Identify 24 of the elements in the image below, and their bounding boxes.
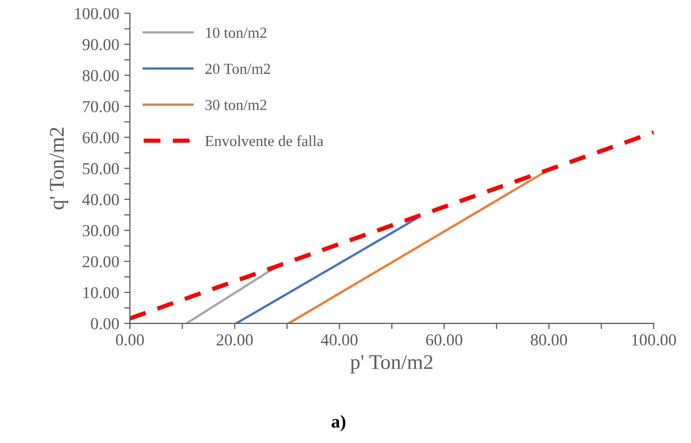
y-tick-label: 70.00 <box>83 101 119 112</box>
y-tick-label: 30.00 <box>82 225 119 236</box>
legend-label: 10 ton/m2 <box>206 28 266 38</box>
y-tick-label: 10.00 <box>83 287 119 298</box>
text: a) <box>332 414 346 432</box>
y-tick-label: 50.00 <box>82 163 119 174</box>
legend-label: 20 Ton/m2 <box>205 64 270 74</box>
y-tick-label: 60.00 <box>82 132 119 144</box>
x-tick-label: 100.00 <box>632 334 676 346</box>
x-tick-label: 80.00 <box>530 334 568 346</box>
y-tick-label: 80.00 <box>82 70 119 82</box>
x-tick-label: 60.00 <box>426 334 462 346</box>
x-tick-label: 0.00 <box>116 334 144 346</box>
legend-label: 30 ton/m2 <box>206 100 266 110</box>
x-tick-label: 40.00 <box>320 334 358 346</box>
x-axis-title: p' Ton/m2 <box>350 355 432 374</box>
x-tick-label: 20.00 <box>216 334 253 346</box>
y-tick-label: 0.00 <box>90 318 119 330</box>
legend-label: Envolvente de falla <box>205 135 324 146</box>
y-tick-label: 100.00 <box>75 8 119 20</box>
y-tick-label: 40.00 <box>82 194 119 206</box>
y-tick-label: 90.00 <box>82 39 119 50</box>
y-axis-title: q' Ton/m2 <box>50 128 68 210</box>
y-tick-label: 20.00 <box>82 256 119 268</box>
